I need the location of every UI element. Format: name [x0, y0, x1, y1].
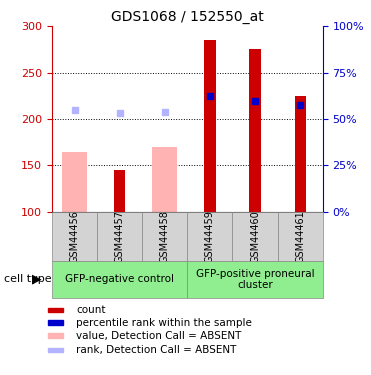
Bar: [52, 212, 97, 261]
Bar: [249, 50, 261, 212]
Text: rank, Detection Call = ABSENT: rank, Detection Call = ABSENT: [76, 345, 236, 355]
Text: GFP-positive proneural
cluster: GFP-positive proneural cluster: [196, 268, 314, 290]
Bar: [295, 96, 306, 212]
Bar: [62, 152, 87, 212]
Text: GSM44458: GSM44458: [160, 210, 170, 262]
Text: percentile rank within the sample: percentile rank within the sample: [76, 318, 252, 327]
Bar: [152, 147, 177, 212]
Title: GDS1068 / 152550_at: GDS1068 / 152550_at: [111, 10, 264, 24]
Bar: [47, 333, 63, 338]
Text: GSM44457: GSM44457: [115, 210, 125, 263]
Bar: [187, 212, 233, 261]
Text: GSM44456: GSM44456: [69, 210, 79, 262]
Text: GFP-negative control: GFP-negative control: [65, 274, 174, 284]
Bar: [204, 40, 216, 212]
Bar: [47, 320, 63, 325]
Bar: [114, 170, 125, 212]
Text: ▶: ▶: [32, 273, 42, 286]
Bar: [278, 212, 323, 261]
Text: GSM44460: GSM44460: [250, 210, 260, 262]
Bar: [47, 348, 63, 352]
Text: value, Detection Call = ABSENT: value, Detection Call = ABSENT: [76, 331, 242, 340]
Bar: [142, 212, 187, 261]
Text: cell type: cell type: [4, 274, 51, 284]
Text: GSM44459: GSM44459: [205, 210, 215, 262]
Text: count: count: [76, 305, 106, 315]
Bar: [187, 261, 323, 298]
Bar: [233, 212, 278, 261]
Text: GSM44461: GSM44461: [295, 210, 305, 262]
Bar: [47, 308, 63, 312]
Bar: [52, 261, 187, 298]
Bar: [97, 212, 142, 261]
